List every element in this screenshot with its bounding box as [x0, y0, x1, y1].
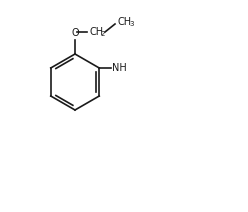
Text: CH: CH: [89, 27, 103, 37]
Text: O: O: [71, 28, 79, 38]
Text: 2: 2: [101, 31, 105, 37]
Text: NH: NH: [112, 63, 127, 73]
Text: 3: 3: [129, 21, 133, 27]
Text: CH: CH: [117, 17, 131, 27]
